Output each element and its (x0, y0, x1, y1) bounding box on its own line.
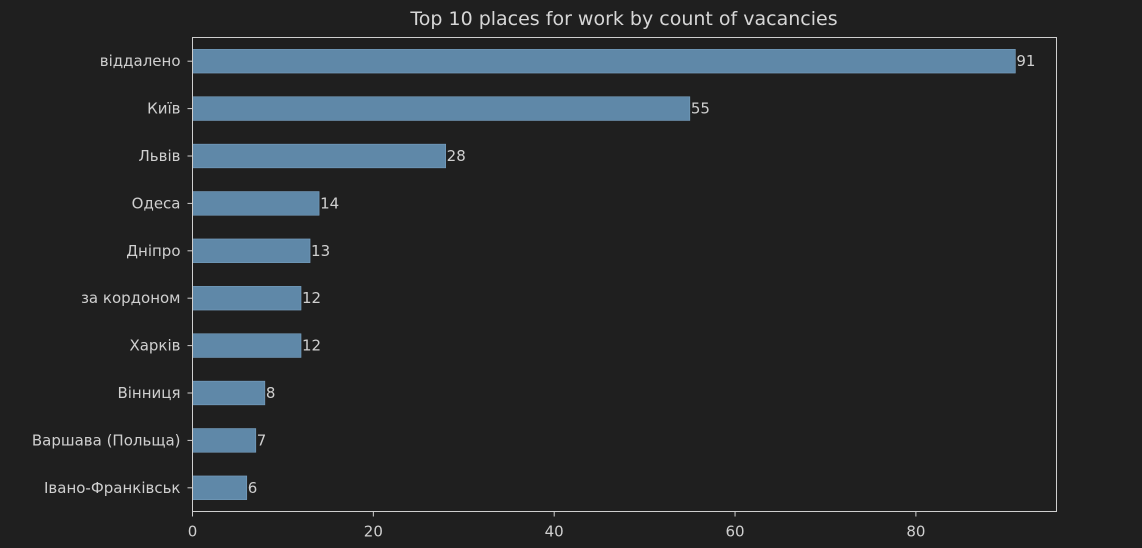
category-labels: віддалено Київ Львів Одеса Дніпро за кордоном… (32, 52, 181, 497)
value-label-0: 91 (1016, 52, 1035, 70)
x-tick-label-4: 80 (906, 523, 925, 541)
x-tick-label-1: 20 (364, 523, 383, 541)
bar-0 (192, 49, 1016, 74)
category-label-1: Київ (147, 100, 180, 118)
bar-5 (192, 286, 302, 311)
value-labels: 91 55 28 14 13 12 12 8 7 6 (248, 52, 1036, 497)
bar-1 (192, 96, 691, 121)
x-tick-label-2: 40 (545, 523, 564, 541)
value-label-2: 28 (447, 147, 466, 165)
bar-8 (192, 428, 257, 453)
chart-title: Top 10 places for work by count of vacan… (409, 8, 837, 30)
value-label-5: 12 (302, 289, 321, 307)
value-label-6: 12 (302, 337, 321, 355)
category-label-4: Дніпро (126, 242, 180, 260)
bar-3 (192, 191, 320, 216)
bar-2 (192, 143, 446, 169)
category-label-7: Вінниця (117, 384, 180, 402)
bar-9 (192, 475, 248, 500)
value-label-4: 13 (311, 242, 330, 260)
value-label-9: 6 (248, 479, 258, 497)
bar-4 (192, 238, 311, 263)
category-label-3: Одеса (132, 194, 181, 212)
x-axis-ticks: 0 20 40 60 80 (187, 60, 925, 541)
bar-7 (192, 380, 266, 406)
category-label-0: віддалено (100, 52, 181, 70)
axes-frame (192, 37, 1057, 512)
category-label-6: Харків (129, 337, 180, 355)
value-label-8: 7 (257, 431, 267, 449)
category-label-2: Львів (139, 147, 181, 165)
value-label-3: 14 (320, 194, 339, 212)
bar-6 (192, 333, 302, 358)
value-label-1: 55 (691, 100, 710, 118)
value-label-7: 8 (266, 384, 276, 402)
x-tick-label-0: 0 (188, 523, 198, 541)
x-tick-label-3: 60 (725, 523, 744, 541)
category-label-8: Варшава (Польща) (32, 431, 181, 449)
category-label-9: Івано-Франківськ (44, 479, 181, 497)
category-label-5: за кордоном (81, 289, 181, 307)
bars-layer (192, 49, 1016, 500)
